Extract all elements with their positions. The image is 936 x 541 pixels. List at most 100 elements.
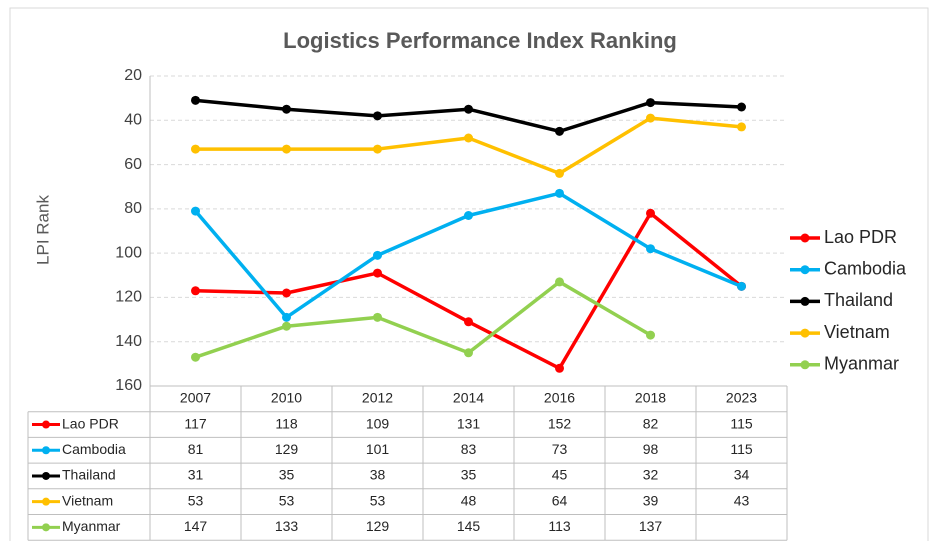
series-line — [194, 280, 652, 359]
legend-key — [800, 265, 810, 275]
data-point — [464, 133, 473, 143]
data-point — [555, 126, 564, 136]
data-point — [464, 317, 473, 327]
data-point — [191, 144, 200, 154]
table-cell: 113 — [548, 518, 571, 534]
table-legend-key — [42, 523, 50, 532]
legend-label: Vietnam — [824, 322, 890, 342]
legend-label: Myanmar — [824, 354, 899, 374]
data-point — [646, 98, 655, 108]
table-cell: 115 — [730, 441, 753, 457]
table-cell: 48 — [461, 492, 477, 508]
data-point — [373, 144, 382, 154]
legend-label: Lao PDR — [824, 227, 897, 247]
data-point — [191, 352, 200, 362]
x-tick-label: 2014 — [453, 390, 484, 406]
table-cell: 133 — [275, 518, 299, 534]
y-tick-label: 20 — [124, 67, 142, 84]
data-point — [464, 104, 473, 114]
table-cell: 129 — [366, 518, 390, 534]
table-cell: 101 — [366, 441, 390, 457]
y-tick-label: 120 — [115, 289, 142, 306]
legend-key — [800, 360, 810, 370]
data-point — [373, 111, 382, 121]
table-cell: 137 — [639, 518, 663, 534]
data-point — [191, 206, 200, 216]
y-axis-label: LPI Rank — [33, 195, 52, 265]
data-point — [464, 348, 473, 358]
x-tick-label: 2010 — [271, 390, 302, 406]
table-row-label: Myanmar — [62, 518, 121, 534]
table-legend-key — [42, 446, 50, 455]
data-point — [282, 321, 291, 331]
table-cell: 53 — [188, 492, 204, 508]
table-cell: 109 — [366, 415, 390, 431]
table-cell: 147 — [184, 518, 208, 534]
data-point — [282, 104, 291, 114]
data-point — [373, 268, 382, 278]
y-tick-label: 40 — [124, 112, 142, 129]
table-cell: 83 — [461, 441, 477, 457]
data-point — [555, 277, 564, 287]
chart-border — [9, 7, 929, 541]
table-cell: 145 — [457, 518, 481, 534]
table-cell: 118 — [275, 415, 298, 431]
data-point — [646, 208, 655, 218]
data-point — [555, 168, 564, 178]
table-cell: 35 — [461, 467, 477, 483]
table-legend-key — [42, 420, 50, 429]
data-point — [373, 312, 382, 322]
legend-label: Cambodia — [824, 258, 907, 278]
table-cell: 32 — [643, 467, 659, 483]
x-tick-label: 2023 — [726, 390, 757, 406]
table-cell: 53 — [370, 492, 386, 508]
table-legend-key — [42, 497, 50, 506]
table-cell: 131 — [457, 415, 481, 431]
legend-key — [800, 328, 810, 338]
table-cell: 117 — [184, 415, 207, 431]
legend-key — [800, 233, 810, 243]
y-tick-label: 100 — [115, 244, 142, 261]
y-tick-label: 80 — [124, 200, 142, 217]
table-cell: 98 — [643, 441, 659, 457]
data-point — [282, 144, 291, 154]
table-cell: 31 — [188, 467, 204, 483]
x-tick-label: 2007 — [180, 390, 211, 406]
table-cell: 45 — [552, 467, 568, 483]
series-line — [195, 211, 743, 371]
x-tick-label: 2016 — [544, 390, 575, 406]
data-point — [555, 363, 564, 373]
y-tick-label: 160 — [115, 377, 142, 394]
table-cell: 81 — [188, 441, 204, 457]
data-point — [737, 281, 746, 291]
table-row-label: Cambodia — [62, 441, 126, 457]
chart-title: Logistics Performance Index Ranking — [283, 28, 677, 53]
legend-label: Thailand — [824, 290, 893, 310]
y-tick-label: 60 — [124, 156, 142, 173]
data-point — [737, 122, 746, 132]
data-point — [646, 330, 655, 340]
data-point — [373, 250, 382, 260]
table-cell: 38 — [370, 467, 386, 483]
data-point — [464, 211, 473, 220]
table-cell: 73 — [552, 441, 568, 457]
x-tick-label: 2018 — [635, 390, 666, 406]
table-cell: 152 — [548, 415, 572, 431]
table-row-label: Vietnam — [62, 492, 113, 508]
data-point — [737, 102, 746, 112]
table-cell: 34 — [734, 467, 750, 483]
data-point — [646, 113, 655, 123]
data-point — [191, 95, 200, 105]
table-cell: 43 — [734, 492, 750, 508]
data-point — [282, 312, 291, 322]
table-row-label: Thailand — [62, 467, 116, 483]
table-cell: 64 — [552, 492, 568, 508]
data-point — [282, 288, 291, 298]
table-legend-key — [42, 471, 50, 480]
x-tick-label: 2012 — [362, 390, 393, 406]
table-cell: 115 — [730, 415, 753, 431]
table-cell: 82 — [643, 415, 659, 431]
y-tick-label: 140 — [115, 333, 142, 350]
table-cell: 39 — [643, 492, 659, 508]
